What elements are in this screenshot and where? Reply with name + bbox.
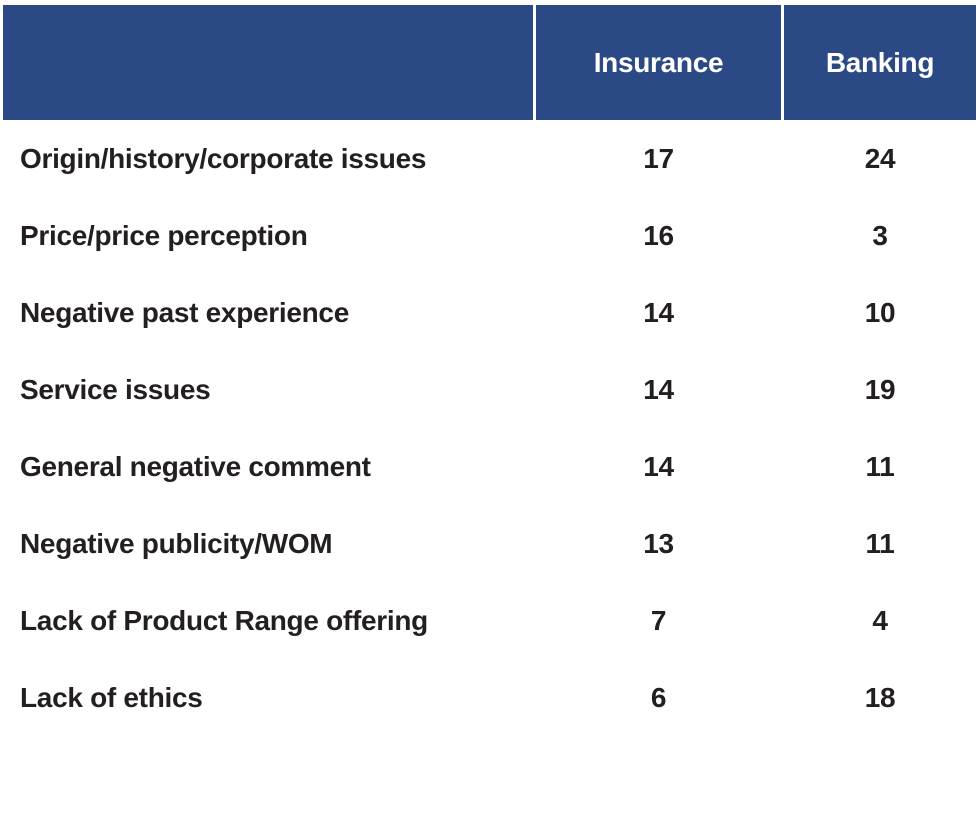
- banking-value: 11: [865, 450, 895, 482]
- insurance-value: 7: [650, 604, 667, 636]
- table-row: General negative comment 14 11: [3, 428, 976, 505]
- insurance-value: 14: [643, 373, 674, 405]
- table-row: Origin/history/corporate issues 17 24: [3, 120, 976, 197]
- row-label: Lack of Product Range offering: [20, 604, 428, 636]
- insurance-value: 16: [643, 219, 674, 251]
- banking-value: 18: [864, 681, 896, 713]
- banking-value: 4: [872, 604, 888, 636]
- table-row: Negative publicity/WOM 13 11: [3, 505, 976, 582]
- row-label: General negative comment: [20, 450, 371, 482]
- table-row: Price/price perception 16 3: [3, 197, 976, 274]
- insurance-value: 14: [643, 450, 674, 482]
- row-label: Price/price perception: [20, 219, 308, 251]
- banking-value: 11: [865, 527, 895, 559]
- insurance-value: 14: [643, 296, 674, 328]
- table-row: Service issues 14 19: [3, 351, 976, 428]
- insurance-value: 6: [650, 681, 667, 713]
- comparison-table: Insurance Banking Origin/history/corpora…: [3, 5, 976, 736]
- column-header-banking: Banking: [784, 5, 976, 120]
- banking-value: 3: [872, 219, 888, 251]
- banking-value: 19: [864, 373, 896, 405]
- banking-value: 10: [864, 296, 896, 328]
- row-label: Negative past experience: [20, 296, 349, 328]
- row-label: Negative publicity/WOM: [20, 527, 333, 559]
- column-header-insurance: Insurance: [536, 5, 781, 120]
- banking-value: 24: [864, 142, 896, 174]
- row-label: Lack of ethics: [20, 681, 203, 713]
- insurance-value: 13: [643, 527, 674, 559]
- header-cell-empty: [3, 5, 533, 120]
- row-label: Origin/history/corporate issues: [20, 142, 427, 174]
- table-row: Lack of Product Range offering 7 4: [3, 582, 976, 659]
- insurance-value: 17: [643, 142, 674, 174]
- table-row: Negative past experience 14 10: [3, 274, 976, 351]
- row-label: Service issues: [20, 373, 211, 405]
- table-row: Lack of ethics 6 18: [3, 659, 976, 736]
- table-header-row: Insurance Banking: [3, 5, 976, 120]
